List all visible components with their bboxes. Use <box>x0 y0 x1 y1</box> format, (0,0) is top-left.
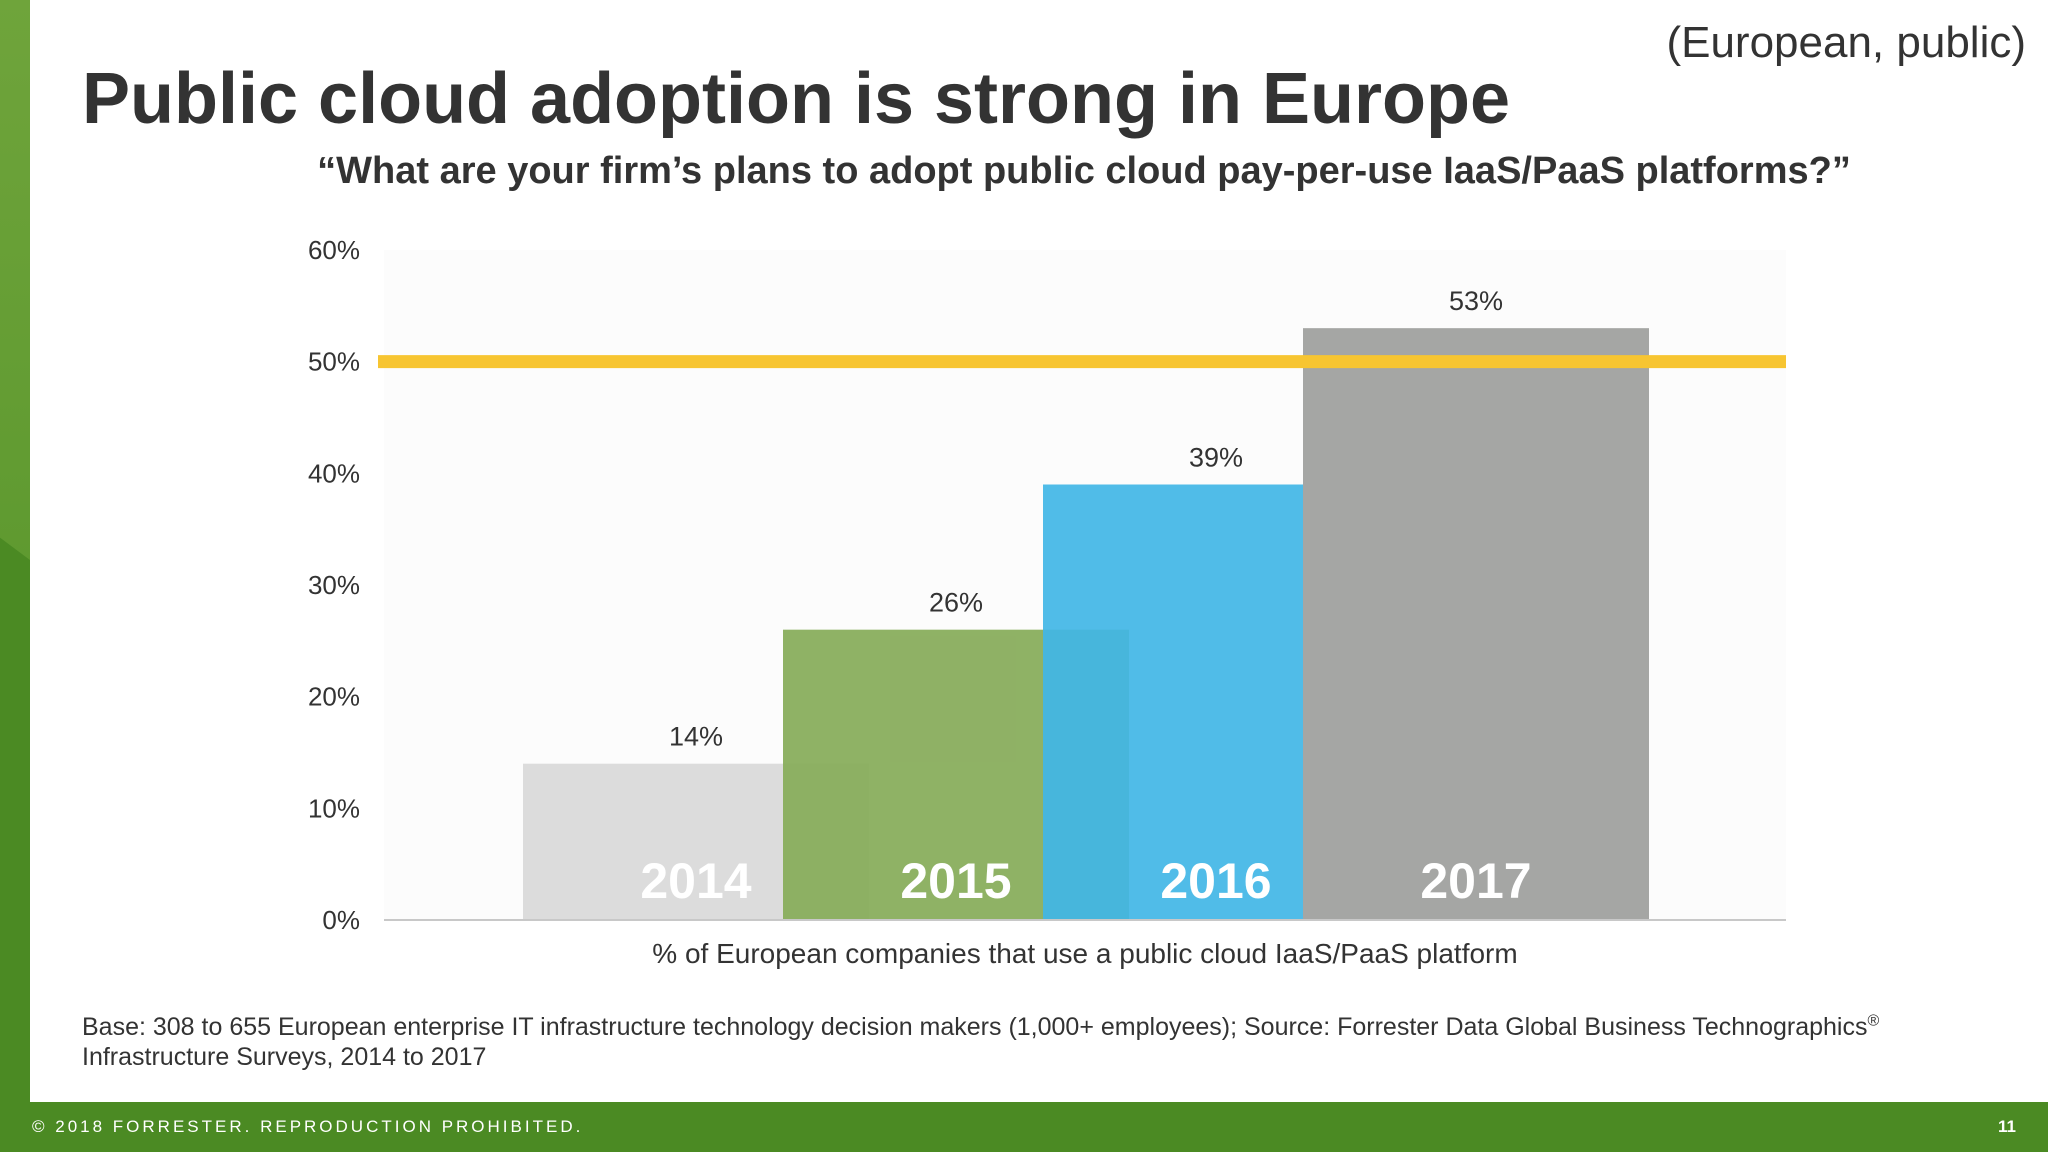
data-label-2014: 14% <box>669 722 723 752</box>
page-number: 11 <box>1998 1117 2016 1136</box>
copyright-text: © 2018 FORRESTER. REPRODUCTION PROHIBITE… <box>32 1117 584 1136</box>
data-label-2015: 26% <box>929 588 983 618</box>
bar-chart: 0%10%20%30%40%50%60% 14%26%39%53% 2014 20… <box>308 235 1786 969</box>
y-tick-label: 0% <box>322 905 360 935</box>
x-axis-label: % of European companies that use a publi… <box>652 938 1517 969</box>
left-accent-bar <box>0 0 30 1102</box>
chart-title: “What are your firm’s plans to adopt pub… <box>317 150 1851 192</box>
bar-2017 <box>1303 328 1649 921</box>
registered-mark: ® <box>1867 1012 1880 1030</box>
slide-title: Public cloud adoption is strong in Europ… <box>82 59 1511 139</box>
data-label-2017: 53% <box>1449 286 1503 316</box>
bars <box>523 328 1649 921</box>
data-label-2016: 39% <box>1189 443 1243 473</box>
data-labels: 14% 26% 39% 53% <box>669 286 1503 752</box>
slide-tag: (European, public) <box>1666 18 2026 67</box>
category-label-2016: 2016 <box>1160 853 1271 909</box>
y-axis: 0% 10% 20% 30% 40% 50% 60% <box>308 235 360 935</box>
y-tick-label: 60% <box>308 235 360 265</box>
category-label-2017: 2017 <box>1420 853 1531 909</box>
y-tick-label: 10% <box>308 793 360 823</box>
y-tick-label: 40% <box>308 458 360 488</box>
y-tick-label: 20% <box>308 682 360 712</box>
footnote-text: Base: 308 to 655 European enterprise IT … <box>82 1013 1868 1041</box>
category-label-2014: 2014 <box>640 853 751 909</box>
category-labels: 2014 2015 2016 2017 <box>640 853 1531 909</box>
footnote-text-2: Infrastructure Surveys, 2014 to 2017 <box>82 1043 487 1071</box>
footer-bar: © 2018 FORRESTER. REPRODUCTION PROHIBITE… <box>0 1102 2048 1152</box>
category-label-2015: 2015 <box>900 853 1011 909</box>
y-tick-label: 30% <box>308 570 360 600</box>
y-tick-label: 50% <box>308 347 360 377</box>
footnote: Base: 308 to 655 European enterprise IT … <box>82 1012 1982 1072</box>
left-accent-highlight <box>0 0 30 560</box>
